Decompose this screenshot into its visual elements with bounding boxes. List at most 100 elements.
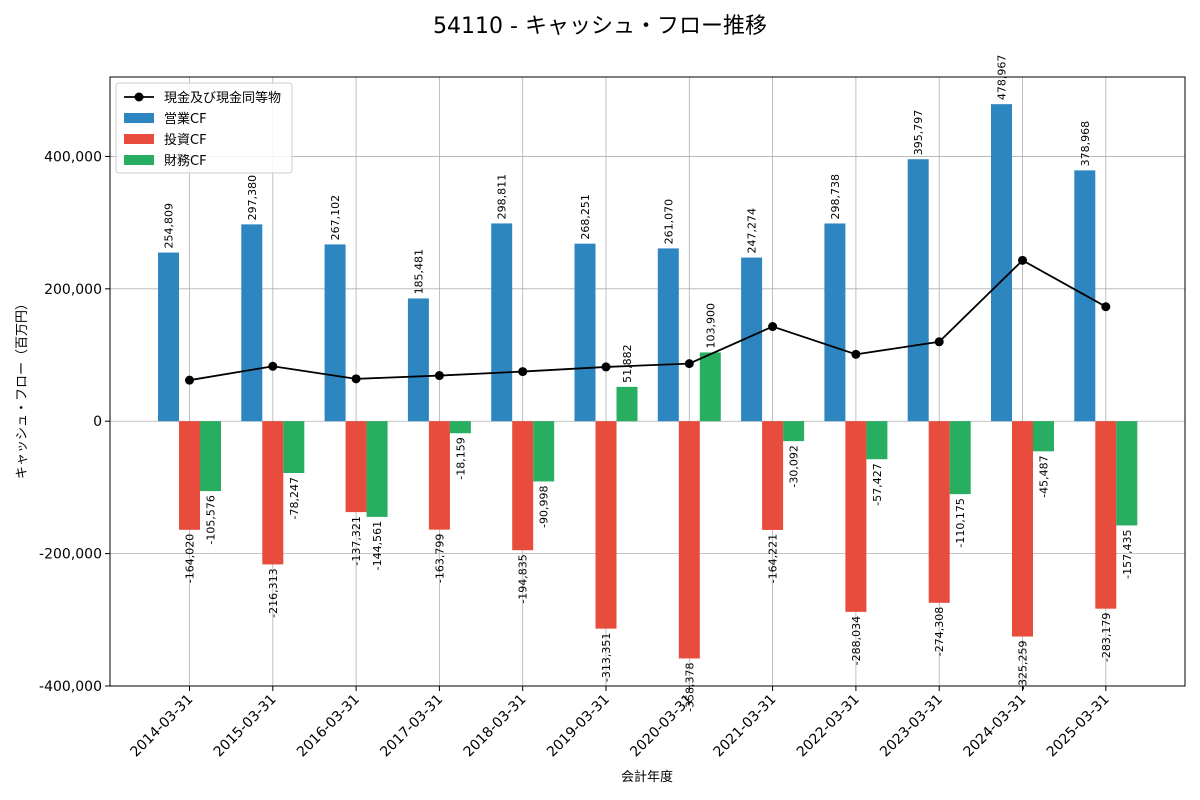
bar-value-label: -105,576 xyxy=(205,495,218,544)
cash-point xyxy=(851,349,861,359)
bar-investing xyxy=(512,421,534,551)
bar-value-label: -274,308 xyxy=(933,607,946,656)
y-tick-label: -400,000 xyxy=(39,679,102,695)
bar-operating xyxy=(241,224,263,422)
bar-value-label: -283,179 xyxy=(1100,613,1113,662)
bar-value-label: -325,259 xyxy=(1017,641,1030,690)
legend-label: 現金及び現金同等物 xyxy=(164,90,281,106)
bar-financing xyxy=(783,421,805,442)
bar-financing xyxy=(283,421,305,474)
bar-value-label: -313,351 xyxy=(600,633,613,682)
bar-value-label: -57,427 xyxy=(871,463,884,505)
bar-investing xyxy=(428,421,450,530)
bar-value-label: -78,247 xyxy=(288,477,301,519)
legend-bar-swatch xyxy=(124,113,154,123)
bar-value-label: 298,811 xyxy=(496,174,509,220)
y-tick-label: 400,000 xyxy=(44,149,102,165)
bar-investing xyxy=(179,421,200,530)
bar-value-label: -216,313 xyxy=(267,568,280,617)
bar-operating xyxy=(741,257,763,422)
bar-financing xyxy=(616,386,638,422)
bar-operating xyxy=(991,104,1012,422)
bar-value-label: -137,321 xyxy=(350,516,363,565)
bar-financing xyxy=(533,421,555,482)
bar-investing xyxy=(678,421,700,659)
bar-value-label: -144,561 xyxy=(371,521,384,570)
x-axis: 2014-03-31 2015-03-31 2016-03-31 2017-03-31… xyxy=(127,686,1113,761)
x-tick-label: 2019-03-31 xyxy=(544,692,613,761)
bar-value-label: -164,221 xyxy=(767,534,780,583)
bar-value-label: 254,809 xyxy=(163,203,176,249)
bar-investing xyxy=(345,421,367,513)
bar-value-label: 261,070 xyxy=(662,199,675,245)
x-tick-label: 2018-03-31 xyxy=(461,692,530,761)
x-tick-label: 2024-03-31 xyxy=(960,692,1029,761)
bar-value-label: 51,882 xyxy=(621,344,634,383)
x-tick-label: 2017-03-31 xyxy=(377,692,446,761)
bar-value-label: -110,175 xyxy=(954,498,967,547)
bar-investing xyxy=(1012,421,1033,637)
legend-label: 投資CF xyxy=(164,132,207,148)
y-tick-label: 200,000 xyxy=(44,282,102,298)
bar-investing xyxy=(595,421,617,629)
bar-investing xyxy=(928,421,950,603)
cash-point xyxy=(268,361,278,371)
legend-bar-swatch xyxy=(124,134,154,144)
bar-operating xyxy=(574,243,596,422)
bar-financing xyxy=(1116,421,1138,526)
bar-value-label: -30,092 xyxy=(788,445,801,487)
bar-value-label: 378,968 xyxy=(1079,121,1092,167)
bar-value-label: -163,799 xyxy=(433,534,446,583)
bar-financing xyxy=(699,352,721,422)
y-tick-label: -200,000 xyxy=(39,547,102,563)
x-tick-label: 2020-03-31 xyxy=(627,692,696,761)
bar-investing xyxy=(262,421,284,565)
cash-point xyxy=(434,371,444,381)
cash-point xyxy=(185,375,194,385)
x-tick-label: 2016-03-31 xyxy=(294,692,363,761)
bar-value-label: -157,435 xyxy=(1121,529,1134,578)
bar-value-label: -194,835 xyxy=(517,554,530,603)
cash-point xyxy=(768,322,778,332)
bar-value-label: -45,487 xyxy=(1038,455,1051,497)
bar-investing xyxy=(762,421,784,530)
x-tick-label: 2023-03-31 xyxy=(877,692,946,761)
bar-value-label: -18,159 xyxy=(454,437,467,479)
bar-operating xyxy=(407,298,429,422)
cash-point xyxy=(518,367,528,377)
bar-value-label: -288,034 xyxy=(850,616,863,665)
x-axis-title: 会計年度 xyxy=(621,769,673,785)
cash-line xyxy=(189,259,1107,382)
bar-operating xyxy=(491,223,513,422)
legend-label: 財務CF xyxy=(164,154,207,169)
bar-operating xyxy=(824,223,846,422)
bar-value-label: 103,900 xyxy=(704,303,717,349)
cash-point xyxy=(601,362,611,372)
bar-value-label: -90,998 xyxy=(538,485,551,527)
legend-bar-swatch xyxy=(124,155,154,165)
bar-value-label: 267,102 xyxy=(329,195,342,241)
bar-financing xyxy=(866,421,888,460)
bar-value-label: 185,481 xyxy=(412,249,425,295)
bar-operating xyxy=(907,159,929,422)
bar-value-label: -164,020 xyxy=(184,534,197,583)
cash-point xyxy=(684,359,694,369)
cash-point xyxy=(351,374,361,384)
y-tick-label: 0 xyxy=(93,414,102,430)
x-tick-label: 2022-03-31 xyxy=(794,692,863,761)
bar-value-label: 395,797 xyxy=(912,110,925,156)
x-tick-label: 2025-03-31 xyxy=(1044,692,1113,761)
bar-operating xyxy=(324,244,346,422)
cash-line-layer xyxy=(185,255,1111,385)
cash-point xyxy=(1101,302,1111,312)
bar-value-label: 298,738 xyxy=(829,174,842,220)
bar-operating xyxy=(158,252,179,422)
cash-point xyxy=(1018,255,1027,265)
legend-marker xyxy=(134,92,144,102)
bar-financing xyxy=(200,421,221,492)
plot-frame xyxy=(109,76,1186,687)
bar-value-label: 247,274 xyxy=(746,208,759,254)
